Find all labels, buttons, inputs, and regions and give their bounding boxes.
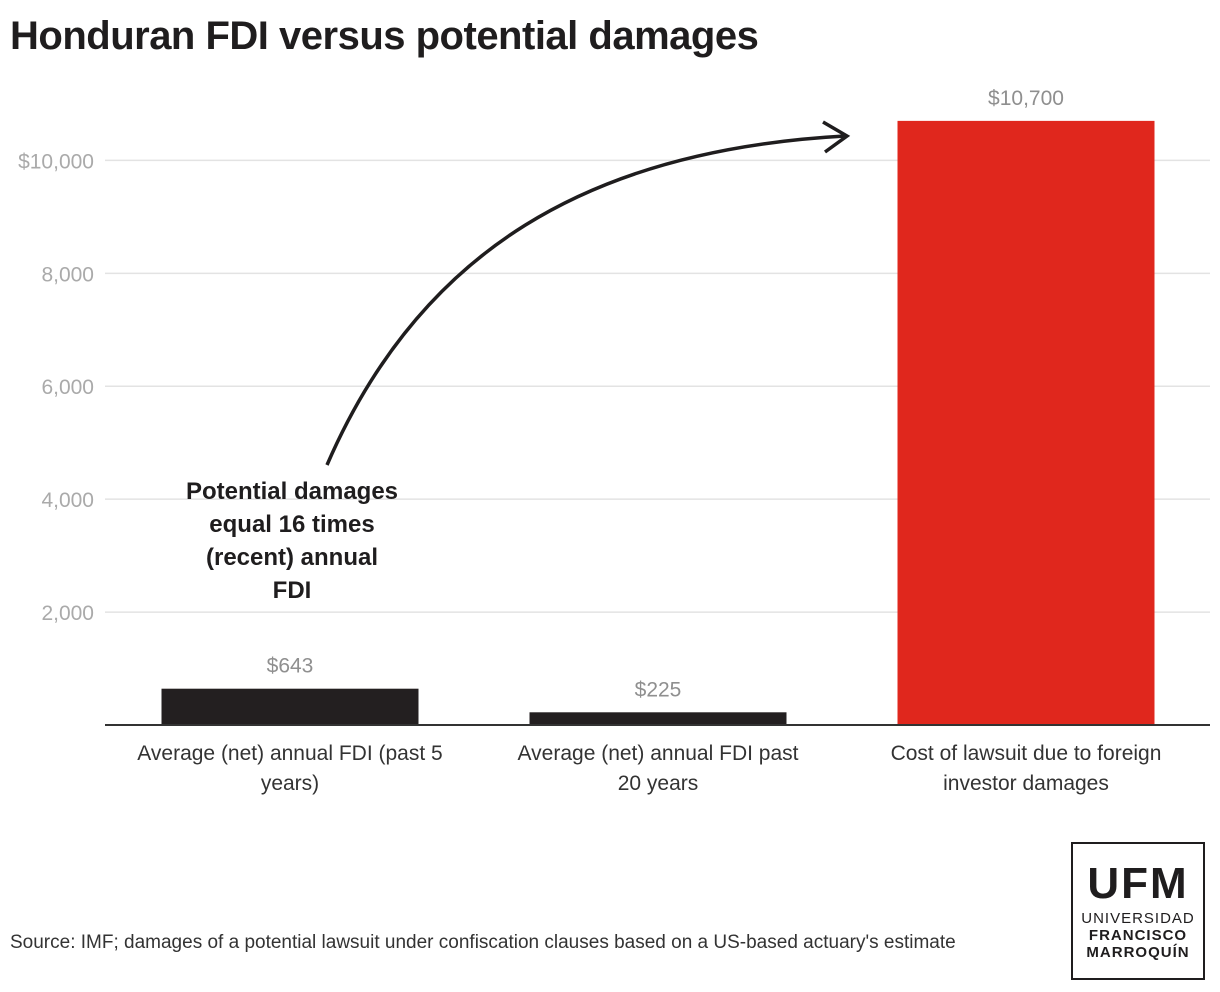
- category-labels: Average (net) annual FDI (past 5 years) Av…: [137, 742, 1161, 795]
- arrowhead: [822, 120, 851, 154]
- y-axis-ticks: 2,000 4,000 6,000 8,000 $10,000: [18, 150, 94, 625]
- bar: [161, 688, 419, 725]
- bar-chart: 2,000 4,000 6,000 8,000 $10,000 $643 $225 $10,…: [18, 87, 1210, 795]
- ufm-logo: UFM UNIVERSIDAD FRANCISCO MARROQUÍN: [1071, 842, 1205, 980]
- logo-francisco: FRANCISCO: [1088, 927, 1188, 944]
- value-label: $643: [267, 655, 314, 678]
- annotation-text: Potential damages equal 16 times (recent) …: [186, 478, 398, 604]
- y-tick-label: 8,000: [41, 263, 94, 286]
- bar: [529, 712, 787, 725]
- value-labels: $643 $225 $10,700: [267, 87, 1064, 701]
- y-tick-label: 4,000: [41, 489, 94, 512]
- category-label: Average (net) annual FDI past 20 years: [518, 742, 799, 795]
- annotation-arrow: [325, 134, 846, 466]
- bars: [161, 120, 1155, 726]
- y-tick-label: 6,000: [41, 376, 94, 399]
- category-label: Average (net) annual FDI (past 5 years): [137, 742, 442, 795]
- value-label: $10,700: [988, 87, 1064, 110]
- chart-title: Honduran FDI versus potential damages: [10, 14, 759, 58]
- y-tick-label: 2,000: [41, 602, 94, 625]
- value-label: $225: [635, 678, 682, 701]
- logo-marroquin: MARROQUÍN: [1086, 944, 1190, 961]
- category-label: Cost of lawsuit due to foreign investor d…: [891, 742, 1162, 795]
- y-tick-label: $10,000: [18, 150, 94, 173]
- logo-universidad: UNIVERSIDAD: [1081, 910, 1195, 927]
- source-note: Source: IMF; damages of a potential laws…: [10, 932, 956, 953]
- logo-ufm: UFM: [1087, 859, 1189, 908]
- bar: [897, 120, 1155, 726]
